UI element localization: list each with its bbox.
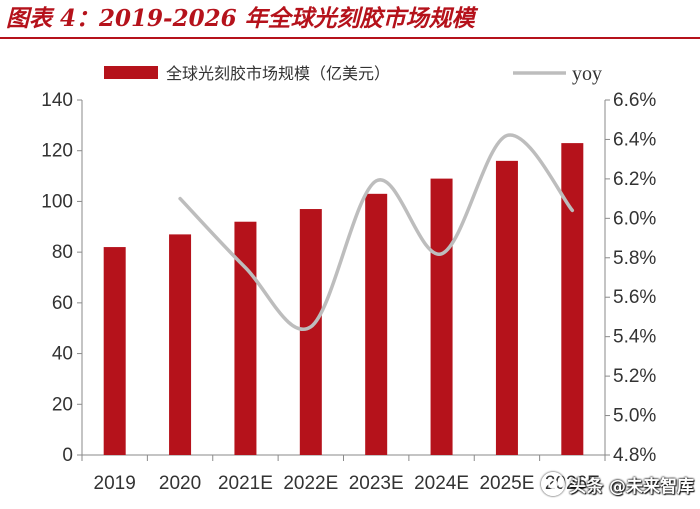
right-y-tick-label: 6.6% [613,90,656,111]
x-tick-label: 2024E [414,473,469,494]
right-y-tick-label: 5.6% [613,287,656,308]
right-y-tick-label: 6.4% [613,129,656,150]
x-tick-label: 2023E [349,473,404,494]
right-y-axis-ticks: 4.8% 5.0% 5.2% 5.4% 5.6% 5.8% 6.0% 6.2% 6.4% 6.6% [613,90,656,466]
x-tick-label: 2022E [283,473,338,494]
right-y-tick-label: 6.0% [613,208,656,229]
right-y-tick-label: 5.2% [613,366,656,387]
yoy-line-series [178,133,575,331]
bar [430,178,453,455]
right-y-tick-label: 6.2% [613,169,656,190]
left-y-tick-label: 0 [62,445,73,466]
x-tick-label: 2025E [479,473,534,494]
title-underline [0,37,700,39]
legend-bar-label: 全球光刻胶市场规模（亿美元） [166,64,390,83]
bar [169,234,192,455]
legend-bar-swatch [104,66,158,79]
left-y-tick-label: 40 [52,344,73,365]
left-y-tick-label: 60 [52,293,73,314]
bar [299,209,322,455]
bar [495,160,518,455]
left-y-tick-label: 100 [41,191,73,212]
bar [365,193,388,456]
x-tick-label: 2020 [159,473,201,494]
watermark-text: 头条 @未来智库 [569,476,694,497]
legend-line-label: yoy [572,63,602,85]
legend: 全球光刻胶市场规模（亿美元） yoy [104,63,602,85]
x-tick-label: 2021E [218,473,273,494]
left-y-tick-label: 80 [52,242,73,263]
left-y-axis-ticks: 0 20 40 60 80 100 120 140 [41,90,73,466]
chart-title: 图表 4：2019-2026 年全球光刻胶市场规模 [6,5,475,32]
left-y-tick-label: 20 [52,394,73,415]
left-y-tick-label: 140 [41,90,73,111]
logo-icon [541,472,566,496]
axes [77,99,610,461]
bar [103,247,126,455]
x-tick-label: 2019 [94,473,136,494]
watermark: 头条 @未来智库 [541,469,694,499]
bar [234,221,257,455]
yoy-line [178,133,575,331]
bar-series [103,143,584,456]
right-y-tick-label: 4.8% [613,445,656,466]
right-y-tick-label: 5.4% [613,327,656,348]
bar [561,143,584,455]
left-y-tick-label: 120 [41,141,73,162]
x-axis-ticks: 2019 2020 2021E 2022E 2023E 2024E 2025E 2026E [94,473,600,494]
right-y-tick-label: 5.0% [613,406,656,427]
right-y-tick-label: 5.8% [613,248,656,269]
